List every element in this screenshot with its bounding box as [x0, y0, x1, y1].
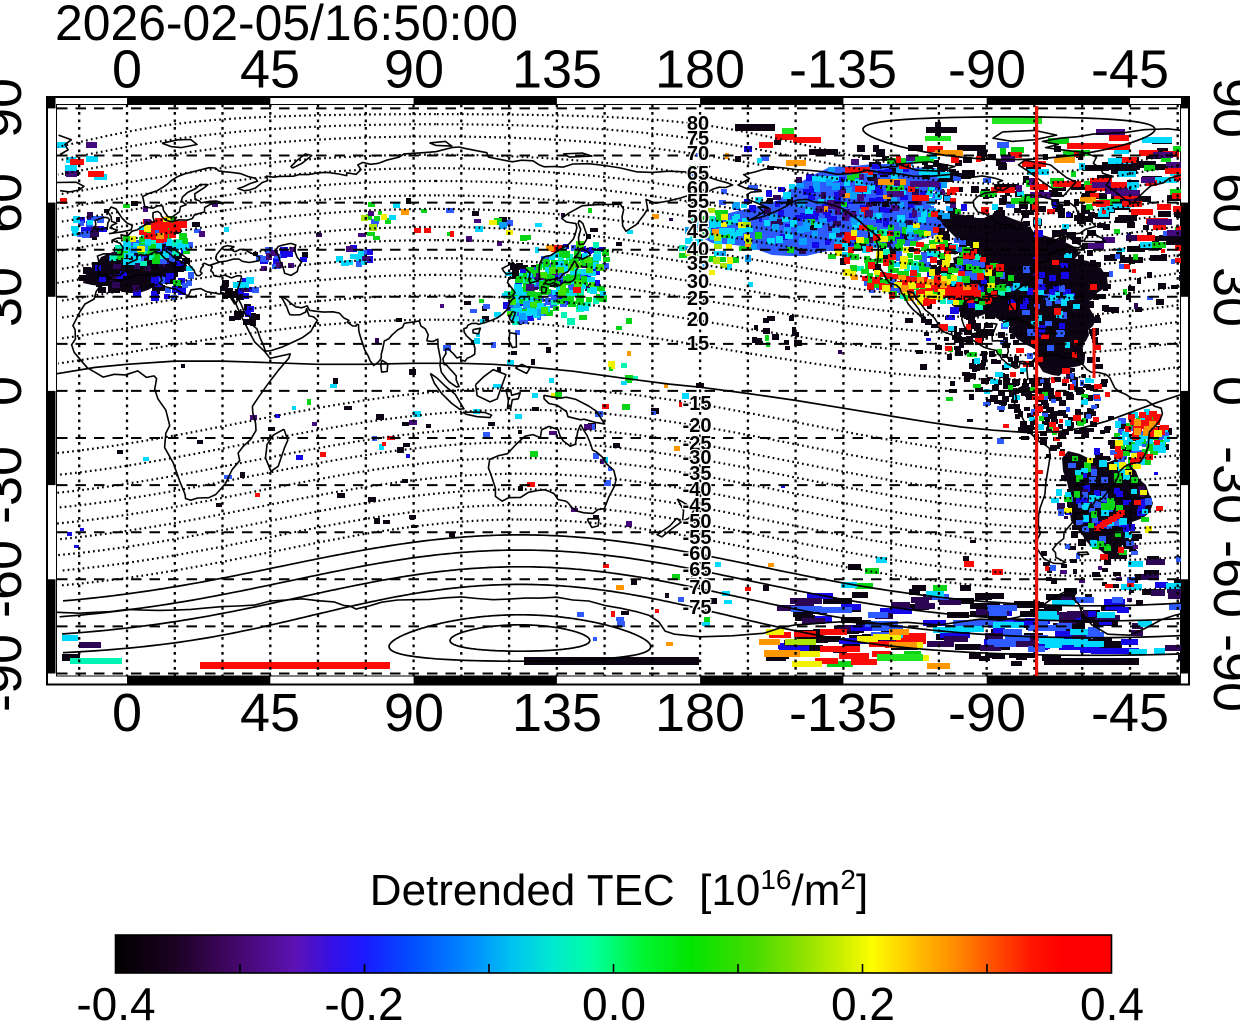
- svg-text:15: 15: [687, 333, 709, 355]
- svg-text:0: 0: [0, 376, 33, 406]
- svg-text:65: 65: [687, 163, 709, 185]
- svg-text:40: 40: [687, 239, 709, 261]
- svg-text:90: 90: [384, 40, 444, 100]
- svg-text:35: 35: [687, 253, 709, 275]
- svg-text:-30: -30: [0, 446, 33, 524]
- svg-text:-60: -60: [683, 543, 712, 565]
- svg-text:55: 55: [687, 191, 709, 213]
- svg-text:-50: -50: [683, 511, 712, 533]
- svg-text:-20: -20: [683, 415, 712, 437]
- svg-text:45: 45: [687, 221, 709, 243]
- svg-text:135: 135: [512, 683, 602, 743]
- svg-text:-15: -15: [683, 393, 712, 415]
- svg-text:0.2: 0.2: [831, 978, 895, 1024]
- svg-text:70: 70: [687, 143, 709, 165]
- svg-text:-25: -25: [683, 433, 712, 455]
- svg-text:-45: -45: [1091, 683, 1169, 743]
- svg-text:180: 180: [655, 40, 745, 100]
- svg-text:-90: -90: [948, 683, 1026, 743]
- svg-text:-90: -90: [948, 40, 1026, 100]
- svg-text:135: 135: [512, 40, 602, 100]
- svg-text:25: 25: [687, 288, 709, 310]
- svg-text:30: 30: [1202, 267, 1240, 327]
- svg-text:-30: -30: [1202, 446, 1240, 524]
- svg-text:80: 80: [687, 113, 709, 135]
- svg-text:0.4: 0.4: [1080, 978, 1144, 1024]
- svg-text:0: 0: [1202, 376, 1240, 406]
- svg-text:Detrended TEC [1016/m2]: Detrended TEC [1016/m2]: [370, 864, 868, 915]
- svg-text:-0.2: -0.2: [324, 978, 403, 1024]
- svg-text:45: 45: [240, 40, 300, 100]
- svg-text:-35: -35: [683, 463, 712, 485]
- svg-text:60: 60: [1202, 173, 1240, 233]
- svg-text:45: 45: [240, 683, 300, 743]
- svg-text:-75: -75: [683, 597, 712, 619]
- svg-text:-40: -40: [683, 479, 712, 501]
- svg-text:-135: -135: [789, 40, 897, 100]
- svg-text:60: 60: [0, 173, 33, 233]
- svg-text:90: 90: [1202, 78, 1240, 138]
- svg-text:0.0: 0.0: [582, 978, 646, 1024]
- svg-text:90: 90: [384, 683, 444, 743]
- svg-text:60: 60: [687, 178, 709, 200]
- svg-text:-55: -55: [683, 527, 712, 549]
- svg-text:-0.4: -0.4: [76, 978, 155, 1024]
- svg-text:30: 30: [0, 267, 33, 327]
- svg-text:20: 20: [687, 309, 709, 331]
- svg-text:-60: -60: [1202, 540, 1240, 618]
- svg-text:2026-02-05/16:50:00: 2026-02-05/16:50:00: [55, 0, 518, 51]
- svg-text:30: 30: [687, 271, 709, 293]
- svg-text:-60: -60: [0, 540, 33, 618]
- svg-text:-90: -90: [1202, 634, 1240, 712]
- svg-text:180: 180: [655, 683, 745, 743]
- svg-text:-45: -45: [1091, 40, 1169, 100]
- svg-text:-135: -135: [789, 683, 897, 743]
- svg-text:-45: -45: [683, 495, 712, 517]
- svg-text:90: 90: [0, 78, 33, 138]
- svg-text:-90: -90: [0, 634, 33, 712]
- svg-text:0: 0: [112, 683, 142, 743]
- svg-text:-65: -65: [683, 559, 712, 581]
- svg-text:50: 50: [687, 207, 709, 229]
- svg-text:0: 0: [112, 40, 142, 100]
- svg-text:-30: -30: [683, 447, 712, 469]
- svg-text:75: 75: [687, 128, 709, 150]
- svg-text:-70: -70: [683, 577, 712, 599]
